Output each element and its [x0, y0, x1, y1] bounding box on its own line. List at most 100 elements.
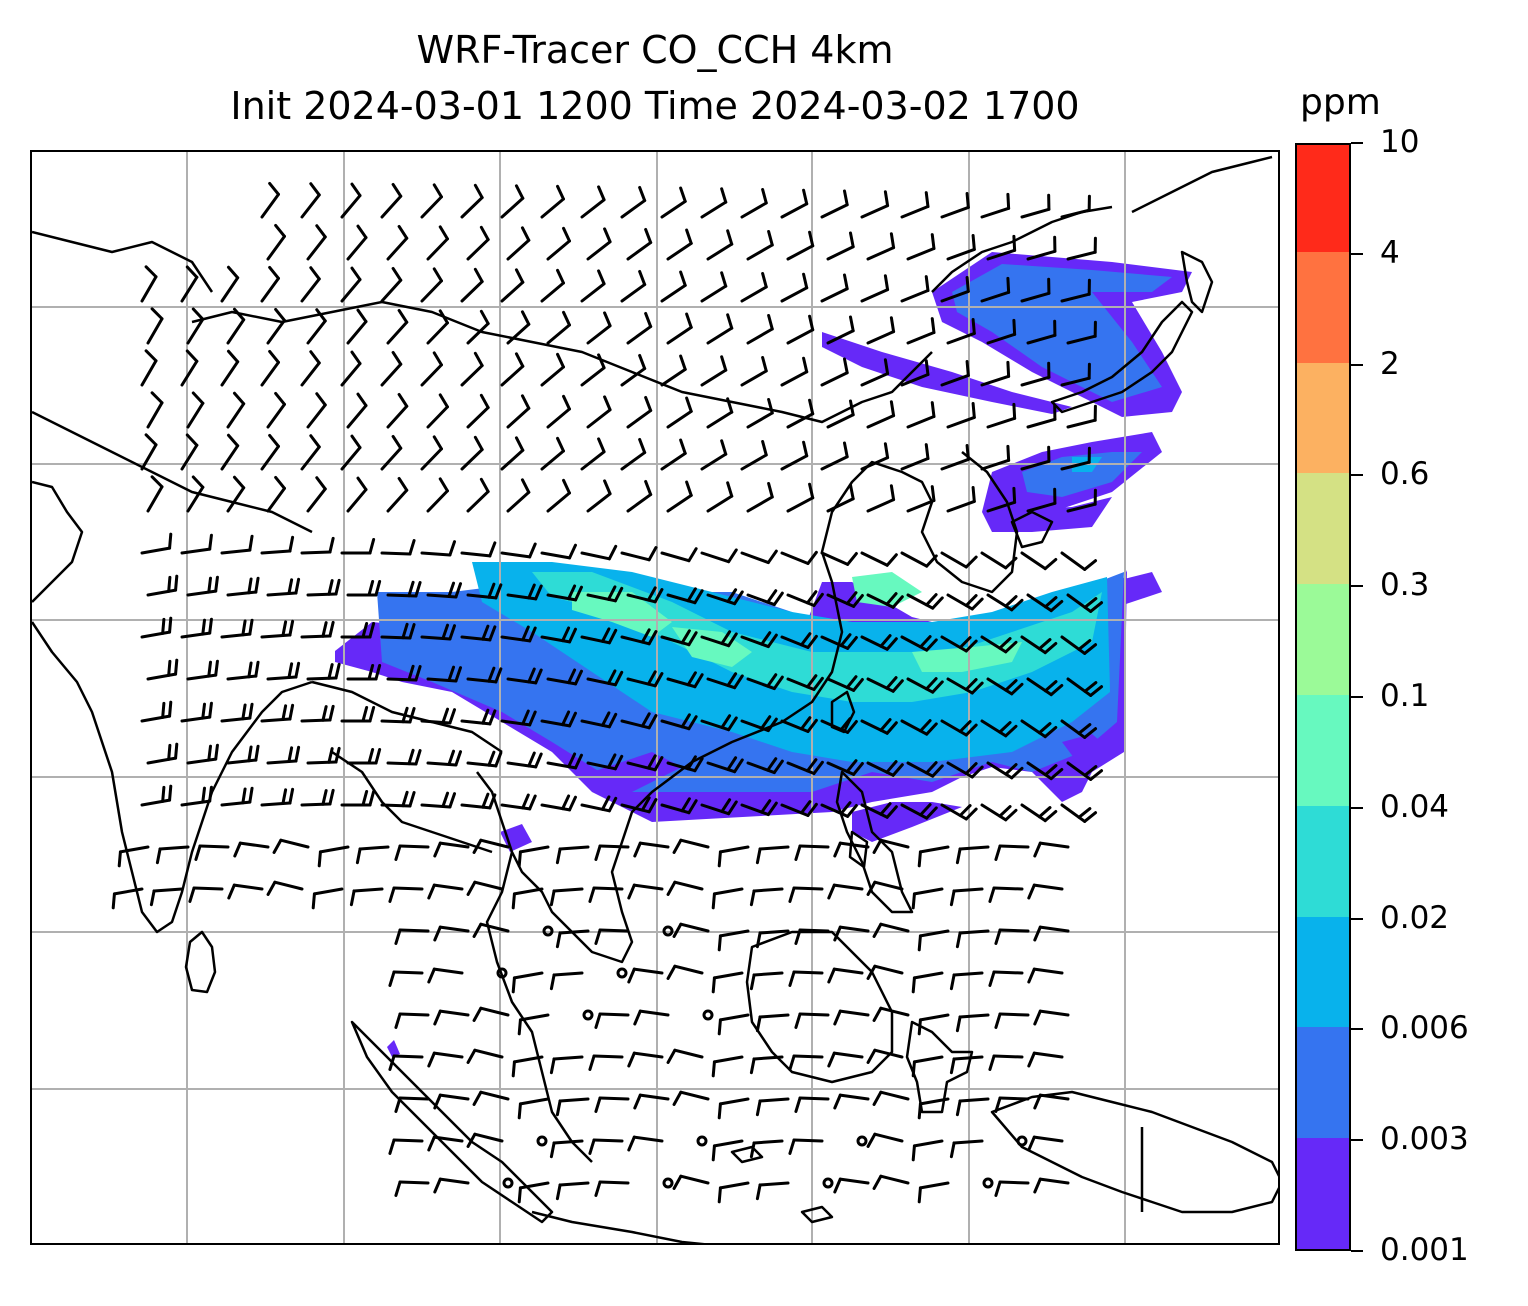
wind-barb-flag [309, 266, 321, 281]
wind-barb-flag [833, 1009, 842, 1026]
wind-barb-staff [998, 928, 1030, 933]
wind-barb-flag [720, 798, 732, 813]
wind-barb [346, 308, 368, 345]
wind-barb-staff [906, 593, 935, 610]
wind-barb-flag [685, 396, 693, 413]
wind-barb-flag [241, 703, 247, 721]
wind-barb [627, 1135, 664, 1152]
wind-barb-flag [601, 627, 611, 643]
wind-barb-staff [266, 486, 286, 513]
wind-barb-flag [755, 931, 762, 949]
wind-barb [872, 922, 910, 938]
wind-barb [672, 922, 710, 938]
wind-barb-staff [740, 285, 768, 303]
calm-wind-marker [856, 1135, 868, 1147]
wind-barb-flag [568, 543, 577, 560]
wind-barb-flag [433, 1093, 442, 1110]
wind-barb-flag [644, 227, 653, 245]
wind-barb-flag [802, 272, 809, 290]
wind-barb [980, 360, 1011, 387]
wind-barb [780, 188, 809, 219]
wind-barb-staff [958, 929, 990, 935]
wind-barb-staff [860, 456, 890, 471]
wind-barb-staff [466, 322, 490, 345]
wind-barb-flag [528, 794, 537, 811]
wind-barb-staff [580, 551, 611, 561]
wind-barb-flag [268, 265, 280, 280]
wind-barb-flag [294, 577, 301, 595]
wind-barb-flag [248, 786, 254, 804]
wind-barb-staff [460, 635, 492, 642]
wind-barb-flag [613, 670, 624, 687]
wind-barb [911, 1055, 944, 1078]
wind-barb-flag [408, 623, 416, 640]
wind-barb-flag [288, 787, 295, 805]
wind-barb-staff [479, 838, 510, 849]
wind-barb-staff [380, 362, 403, 387]
wind-barb [546, 584, 583, 602]
wind-barb-staff [1038, 841, 1070, 849]
wind-barb-staff [398, 1012, 430, 1017]
wind-barb-staff [980, 551, 1008, 570]
wind-barb-staff [986, 593, 1014, 612]
wind-barb-flag [806, 550, 818, 565]
wind-barb [900, 275, 930, 303]
wind-barb-staff [500, 364, 525, 387]
wind-barb-staff [786, 677, 816, 691]
wind-barb-flag [925, 761, 938, 775]
wind-barb-flag [1004, 763, 1018, 776]
wind-barb-flag [925, 722, 938, 736]
wind-barb-flag [965, 191, 970, 209]
wind-barb-flag [767, 313, 774, 331]
wind-barb-flag [517, 850, 522, 868]
wind-barb [866, 400, 896, 429]
wind-barb [672, 1090, 710, 1106]
wind-barb-staff [592, 886, 624, 891]
wind-barb [1066, 404, 1097, 429]
wind-barb [346, 747, 382, 765]
wind-barb-flag [889, 232, 896, 250]
wind-barb-staff [912, 1055, 944, 1064]
wind-barb-flag [607, 669, 617, 685]
wind-barb [306, 224, 327, 261]
wind-barb [426, 477, 449, 513]
wind-barb [266, 475, 286, 513]
wind-barb [346, 224, 368, 261]
wind-barb [540, 626, 577, 644]
wind-barb-staff [506, 677, 538, 685]
wind-barb [911, 887, 944, 910]
wind-barb-staff [300, 802, 332, 807]
tracer-plume-patch [912, 642, 1022, 672]
wind-barb-staff [146, 317, 164, 345]
wind-barb-staff [1038, 1177, 1070, 1185]
wind-barb-flag [374, 579, 382, 597]
wind-barb-flag [672, 1174, 683, 1190]
wind-barb-flag [161, 785, 166, 803]
wind-barb-flag [350, 350, 362, 366]
wind-barb-staff [432, 1051, 464, 1059]
wind-barb [180, 701, 213, 723]
wind-barb-flag [1004, 556, 1018, 570]
wind-barb [233, 841, 270, 858]
wind-barb-flag [226, 349, 240, 364]
wind-barb-flag [720, 439, 728, 456]
wind-barb-staff [826, 245, 855, 261]
wind-barb [940, 719, 978, 737]
wind-barb [794, 1096, 830, 1113]
wind-barb-staff [558, 1181, 590, 1187]
wind-barb-flag [174, 742, 179, 760]
wind-barb [955, 1013, 990, 1033]
wind-barb-flag [1043, 764, 1058, 777]
wind-barb-staff [940, 635, 968, 653]
wind-barb-staff [873, 1132, 904, 1143]
wind-barb-flag [150, 307, 164, 321]
wind-barb-staff [1032, 1135, 1064, 1143]
wind-barb-staff [958, 845, 990, 851]
wind-barb-staff [626, 677, 657, 688]
wind-barb-staff [420, 635, 452, 641]
wind-barb-staff [386, 488, 409, 513]
wind-barb-flag [167, 743, 172, 761]
wind-barb-staff [352, 887, 384, 893]
coastline-segment [32, 230, 214, 293]
wind-barb-staff [580, 803, 611, 813]
